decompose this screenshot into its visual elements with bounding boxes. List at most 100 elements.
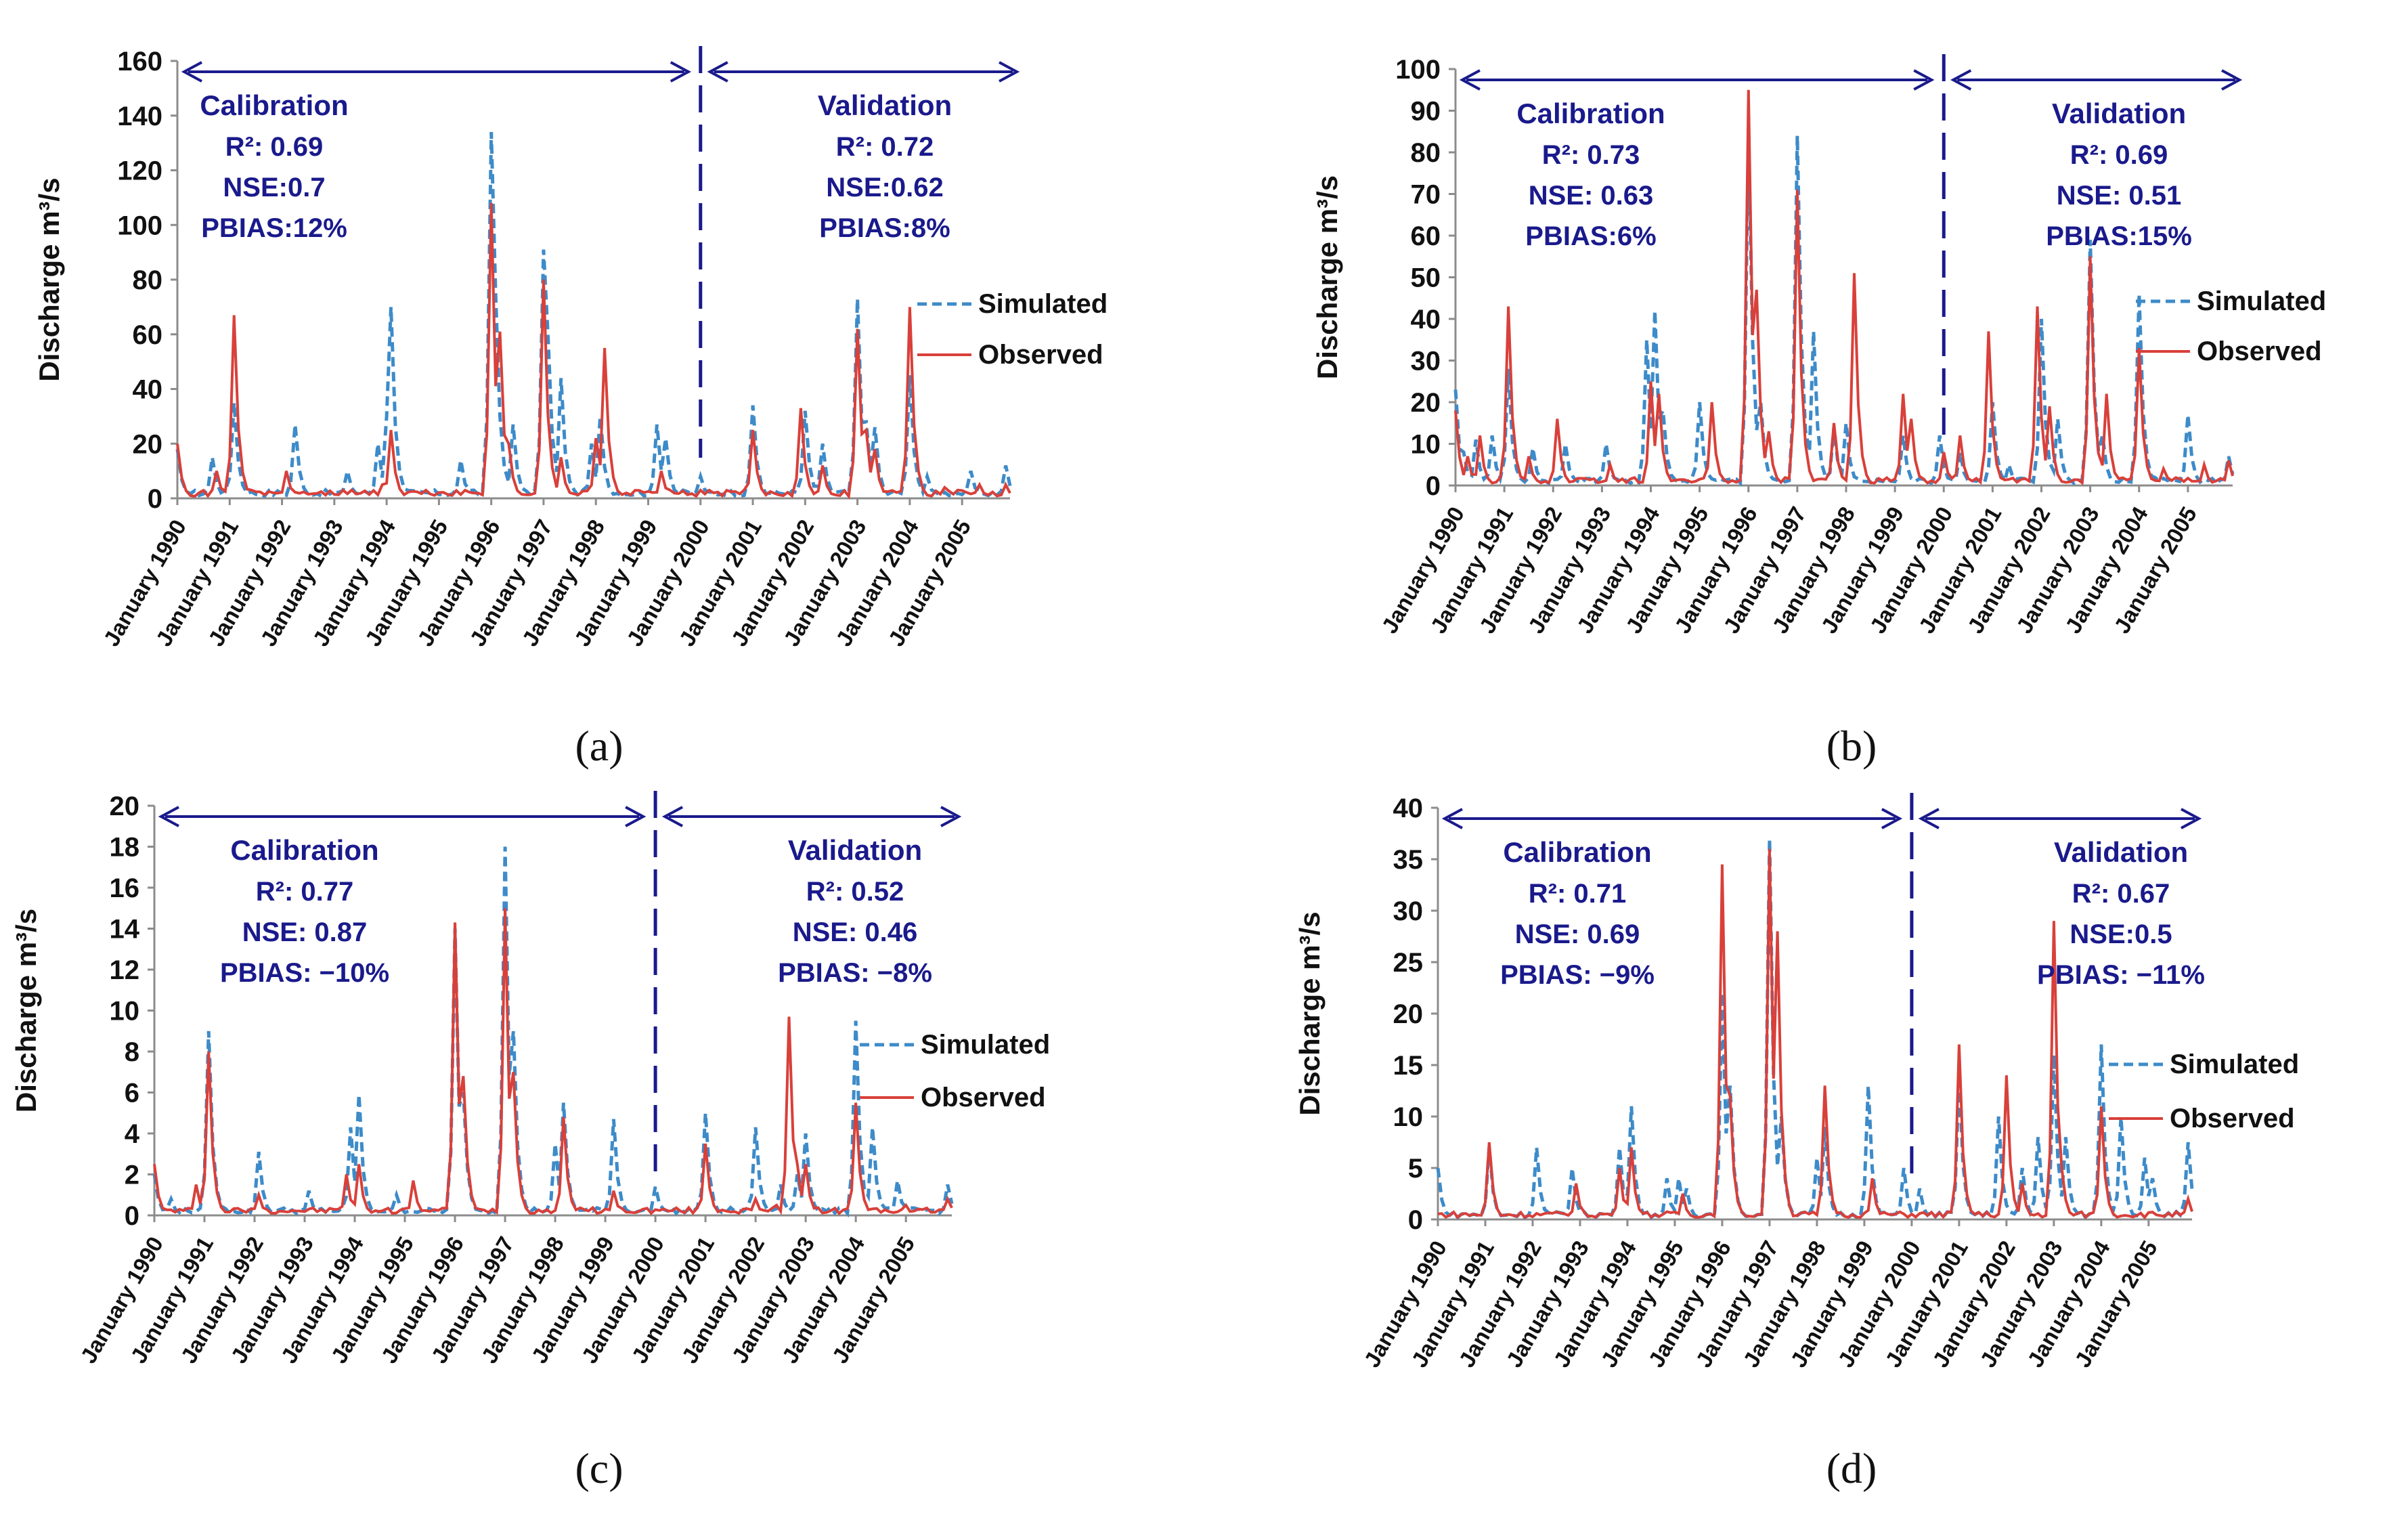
validation-stats-r2: R²: 0.72 xyxy=(836,132,934,162)
y-tick-label: 80 xyxy=(133,265,163,295)
calibration-stats-pbias: PBIAS: −10% xyxy=(220,958,389,988)
validation-stats-nse: NSE: 0.51 xyxy=(2057,181,2182,211)
y-tick-label: 20 xyxy=(110,792,140,821)
legend: Simulated Observed xyxy=(917,289,1108,370)
y-tick-label: 10 xyxy=(110,997,140,1026)
arrow-head-left xyxy=(181,61,202,83)
arrow-head-right xyxy=(1913,69,1935,91)
arrow-head-right xyxy=(1881,808,1903,829)
calibration-period-arrow xyxy=(1459,69,1935,91)
legend: Simulated Observed xyxy=(860,1030,1050,1112)
calibration-stats-nse: NSE: 0.69 xyxy=(1515,919,1640,949)
y-tick-label: 14 xyxy=(110,915,140,945)
validation-stats-nse: NSE:0.62 xyxy=(826,173,943,202)
y-tick-label: 30 xyxy=(1393,896,1424,926)
y-tick-label: 0 xyxy=(1426,471,1441,501)
y-tick-label: 70 xyxy=(1411,180,1441,210)
legend-simulated-label: Simulated xyxy=(978,289,1108,319)
y-tick-label: 100 xyxy=(1395,55,1441,85)
legend-observed-label: Observed xyxy=(978,340,1103,370)
observed-series-line xyxy=(1454,89,2234,485)
validation-stats-pbias: PBIAS:8% xyxy=(819,213,950,243)
y-tick-label: 90 xyxy=(1411,97,1441,127)
arrow-head-right xyxy=(940,806,962,827)
arrow-head-left xyxy=(1950,69,1972,91)
observed-series-line xyxy=(153,908,953,1215)
y-tick-label: 60 xyxy=(1411,221,1441,251)
legend-observed-label: Observed xyxy=(2197,337,2322,366)
validation-period-arrow xyxy=(1950,69,2243,91)
legend-simulated-label: Simulated xyxy=(2197,286,2326,316)
y-tick-label: 5 xyxy=(1408,1154,1423,1184)
validation-stats-title: Validation xyxy=(818,89,952,121)
y-tick-label: 40 xyxy=(1411,305,1441,334)
y-tick-label: 20 xyxy=(133,429,163,459)
calibration-stats-r2: R²: 0.77 xyxy=(256,877,354,907)
calibration-stats-title: Calibration xyxy=(1503,836,1651,868)
y-tick-label: 0 xyxy=(1408,1205,1423,1235)
validation-stats-pbias: PBIAS:15% xyxy=(2046,221,2192,251)
calibration-stats-r2: R²: 0.73 xyxy=(1542,140,1640,170)
y-tick-label: 160 xyxy=(117,47,162,77)
y-axis-label: Discharge m³/s xyxy=(10,909,42,1112)
y-tick-label: 60 xyxy=(133,320,163,350)
y-tick-label: 80 xyxy=(1411,138,1441,168)
validation-stats-pbias: PBIAS: −8% xyxy=(778,958,932,988)
calibration-period-arrow xyxy=(158,806,647,827)
y-tick-label: 0 xyxy=(125,1201,139,1231)
y-tick-label: 100 xyxy=(117,211,162,240)
y-tick-label: 18 xyxy=(110,833,140,863)
y-tick-label: 40 xyxy=(1393,794,1424,823)
observed-series-line xyxy=(176,202,1011,500)
y-tick-label: 10 xyxy=(1393,1102,1424,1132)
y-tick-label: 8 xyxy=(125,1037,139,1067)
panel-label: (d) xyxy=(1826,1444,1877,1492)
arrow-head-left xyxy=(1918,808,1940,829)
y-tick-label: 6 xyxy=(125,1079,139,1108)
y-axis-label: Discharge m³/s xyxy=(33,177,65,381)
y-tick-label: 50 xyxy=(1411,263,1441,293)
validation-period-arrow xyxy=(661,806,962,827)
legend-simulated-label: Simulated xyxy=(921,1030,1050,1060)
calibration-stats-title: Calibration xyxy=(200,89,348,121)
validation-stats-r2: R²: 0.69 xyxy=(2070,140,2168,170)
legend-observed-label: Observed xyxy=(921,1083,1046,1112)
calibration-stats-pbias: PBIAS: −9% xyxy=(1500,960,1655,990)
calibration-stats-title: Calibration xyxy=(1516,98,1665,129)
calibration-stats-r2: R²: 0.69 xyxy=(225,132,324,162)
arrow-head-right xyxy=(625,806,647,827)
calibration-stats-nse: NSE: 0.87 xyxy=(242,917,368,947)
y-tick-label: 140 xyxy=(117,102,162,131)
y-tick-label: 16 xyxy=(110,873,140,903)
y-tick-label: 35 xyxy=(1393,845,1424,875)
calibration-period-arrow xyxy=(1441,808,1903,829)
arrow-head-left xyxy=(661,806,684,827)
calibration-stats-nse: NSE: 0.63 xyxy=(1529,181,1654,211)
calibration-period-arrow xyxy=(181,61,691,83)
panel-label: (c) xyxy=(575,1444,623,1492)
calibration-stats-pbias: PBIAS:12% xyxy=(201,213,347,243)
validation-period-arrow xyxy=(1918,808,2202,829)
validation-stats-pbias: PBIAS: −11% xyxy=(2037,960,2205,990)
y-tick-label: 120 xyxy=(117,156,162,186)
arrow-head-right xyxy=(670,61,691,83)
validation-stats-title: Validation xyxy=(2052,98,2186,129)
legend-observed-label: Observed xyxy=(2170,1104,2295,1133)
validation-stats-r2: R²: 0.52 xyxy=(806,877,904,907)
validation-stats-r2: R²: 0.67 xyxy=(2072,879,2170,909)
y-tick-label: 20 xyxy=(1393,999,1424,1029)
y-tick-label: 4 xyxy=(125,1119,140,1149)
legend: Simulated Observed xyxy=(2109,1049,2299,1133)
calibration-stats-nse: NSE:0.7 xyxy=(223,173,325,202)
observed-series-line xyxy=(1437,848,2193,1220)
arrow-head-left xyxy=(1459,69,1481,91)
legend: Simulated Observed xyxy=(2136,286,2326,366)
legend-simulated-label: Simulated xyxy=(2170,1049,2299,1079)
calibration-stats-pbias: PBIAS:6% xyxy=(1525,221,1656,251)
validation-stats-title: Validation xyxy=(2054,836,2188,868)
y-tick-label: 2 xyxy=(125,1161,139,1190)
